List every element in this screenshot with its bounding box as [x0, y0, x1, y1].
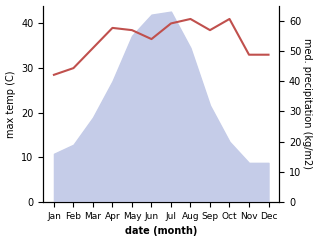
Y-axis label: med. precipitation (kg/m2): med. precipitation (kg/m2) — [302, 38, 313, 169]
X-axis label: date (month): date (month) — [125, 227, 197, 236]
Y-axis label: max temp (C): max temp (C) — [5, 70, 16, 138]
